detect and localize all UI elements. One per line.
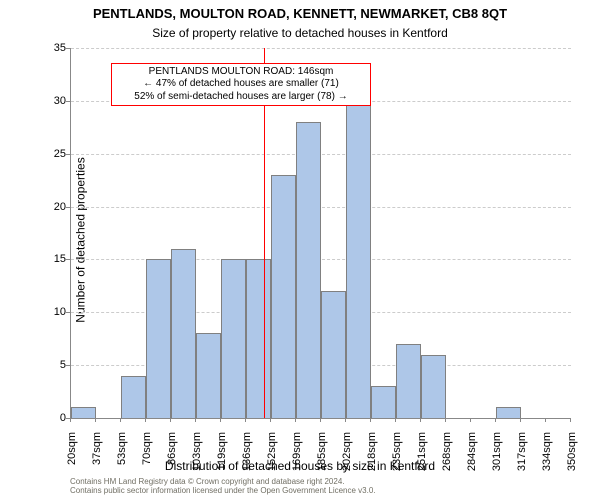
annotation-line: PENTLANDS MOULTON ROAD: 146sqm [118, 66, 364, 79]
x-tick-label: 350sqm [566, 432, 578, 482]
x-tick-label: 317sqm [516, 432, 528, 482]
y-tick-label: 5 [40, 359, 66, 371]
footer-line-2: Contains public sector information licen… [70, 487, 376, 496]
chart-container: PENTLANDS, MOULTON ROAD, KENNETT, NEWMAR… [0, 0, 600, 500]
histogram-bar [396, 344, 421, 418]
x-tick-label: 334sqm [541, 432, 553, 482]
histogram-bar [196, 333, 221, 418]
histogram-bar [71, 407, 96, 418]
y-tick-label: 15 [40, 253, 66, 265]
histogram-bar [371, 386, 396, 418]
x-tick-label: 152sqm [266, 432, 278, 482]
x-tick-label: 86sqm [166, 432, 178, 482]
annotation-line: 52% of semi-detached houses are larger (… [118, 91, 364, 104]
x-tick-label: 37sqm [91, 432, 103, 482]
x-tick-label: 103sqm [191, 432, 203, 482]
histogram-bar [496, 407, 521, 418]
x-tick-label: 136sqm [241, 432, 253, 482]
x-tick-label: 301sqm [491, 432, 503, 482]
histogram-bar [321, 291, 346, 418]
annotation-box: PENTLANDS MOULTON ROAD: 146sqm← 47% of d… [111, 63, 371, 107]
x-tick-label: 53sqm [116, 432, 128, 482]
annotation-line: ← 47% of detached houses are smaller (71… [118, 78, 364, 91]
chart-subtitle: Size of property relative to detached ho… [0, 26, 600, 40]
x-tick-label: 20sqm [66, 432, 78, 482]
y-tick-label: 0 [40, 412, 66, 424]
histogram-bar [246, 259, 271, 418]
histogram-bar [221, 259, 246, 418]
plot-area: PENTLANDS MOULTON ROAD: 146sqm← 47% of d… [70, 48, 571, 419]
x-tick-label: 119sqm [216, 432, 228, 482]
x-tick-label: 284sqm [466, 432, 478, 482]
x-tick-label: 202sqm [341, 432, 353, 482]
chart-title: PENTLANDS, MOULTON ROAD, KENNETT, NEWMAR… [0, 6, 600, 21]
histogram-bar [296, 122, 321, 418]
histogram-bar [146, 259, 171, 418]
x-axis-label: Distribution of detached houses by size … [0, 459, 600, 473]
histogram-bar [171, 249, 196, 418]
y-tick-label: 25 [40, 148, 66, 160]
histogram-bar [121, 376, 146, 418]
histogram-bar [421, 355, 446, 418]
y-tick-label: 35 [40, 42, 66, 54]
y-tick-label: 20 [40, 201, 66, 213]
histogram-bar [271, 175, 296, 418]
y-tick-label: 10 [40, 306, 66, 318]
x-tick-label: 235sqm [391, 432, 403, 482]
footer-attribution: Contains HM Land Registry data © Crown c… [70, 478, 376, 496]
x-tick-label: 70sqm [141, 432, 153, 482]
y-tick-label: 30 [40, 95, 66, 107]
x-tick-label: 185sqm [316, 432, 328, 482]
x-tick-label: 268sqm [441, 432, 453, 482]
histogram-bar [346, 101, 371, 418]
x-tick-label: 251sqm [416, 432, 428, 482]
x-tick-label: 218sqm [366, 432, 378, 482]
x-tick-label: 169sqm [291, 432, 303, 482]
